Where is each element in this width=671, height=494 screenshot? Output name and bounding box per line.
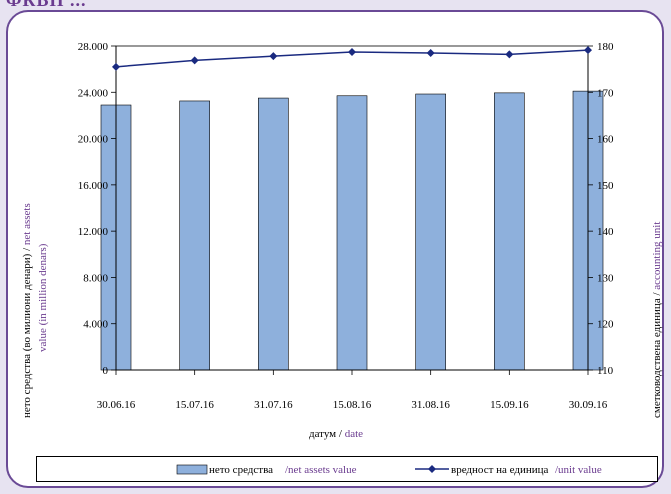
y-right-tick-label-0: 110 bbox=[597, 365, 614, 377]
y-left-tick-label-2: 8.000 bbox=[83, 272, 108, 284]
unit-value-point-3 bbox=[348, 48, 356, 57]
y-right-title-en: accounting unit bbox=[651, 222, 663, 290]
header-text: ФКВП ... bbox=[6, 0, 87, 10]
x-tick-label-6: 30.09.16 bbox=[569, 399, 608, 411]
y-right-tick-label-5: 160 bbox=[597, 134, 614, 146]
bars-layer bbox=[100, 90, 604, 371]
legend-bar-swatch bbox=[176, 464, 208, 475]
legend-line-label-mk: вредност на единица bbox=[451, 464, 549, 476]
y-right-tick-label-1: 120 bbox=[597, 319, 614, 331]
x-tick-label-5: 15.09.16 bbox=[490, 399, 529, 411]
x-axis-title-en: date bbox=[345, 428, 363, 440]
unit-value-point-0 bbox=[112, 62, 120, 71]
legend-line-marker bbox=[428, 465, 436, 473]
x-tick-label-1: 15.07.16 bbox=[175, 399, 214, 411]
legend-line-label-en: /unit value bbox=[555, 464, 602, 476]
unit-value-point-2 bbox=[269, 52, 278, 61]
y-left-title-2: value (in million denars) bbox=[37, 243, 49, 352]
x-axis-title-mk: датум / bbox=[309, 428, 343, 440]
unit-value-point-5 bbox=[505, 50, 514, 59]
y-left-title-1: нето средства (во милиони денари) / net … bbox=[21, 203, 33, 418]
y-right-tick-label-3: 140 bbox=[597, 226, 614, 238]
y-right-title-mk: сметководствена единица / bbox=[651, 292, 663, 418]
y-left-title-en-1: net assets bbox=[21, 203, 33, 245]
ticks-layer: 0 4.000 8.000 12.000 16.000 20.000 24.000 28.00… bbox=[78, 41, 614, 411]
unit-value-point-6 bbox=[584, 46, 592, 55]
x-axis-title: датум / date bbox=[309, 428, 363, 440]
bar-3 bbox=[336, 95, 368, 371]
legend-bar-label-en: /net assets value bbox=[285, 464, 357, 476]
bar-4 bbox=[415, 93, 446, 371]
y-left-tick-label-6: 24.000 bbox=[78, 87, 109, 99]
legend: нето средства /net assets value вредност… bbox=[36, 456, 658, 482]
y-left-tick-label-4: 16.000 bbox=[78, 180, 109, 192]
y-left-tick-label-0: 0 bbox=[103, 365, 109, 377]
y-right-tick-label-2: 130 bbox=[597, 272, 614, 284]
y-left-tick-label-1: 4.000 bbox=[83, 319, 108, 331]
x-tick-label-0: 30.06.16 bbox=[97, 399, 136, 411]
x-tick-label-4: 31.08.16 bbox=[411, 399, 450, 411]
y-left-tick-label-5: 20.000 bbox=[78, 134, 109, 146]
y-right-tick-label-4: 150 bbox=[597, 180, 614, 192]
x-tick-label-2: 31.07.16 bbox=[254, 399, 293, 411]
bar-1 bbox=[179, 100, 210, 371]
bar-2 bbox=[258, 97, 289, 371]
y-left-title-mk: нето средства (во милиони денари) / bbox=[21, 247, 33, 418]
y-left-tick-label-3: 12.000 bbox=[78, 226, 109, 238]
x-tick-label-3: 15.08.16 bbox=[333, 399, 372, 411]
y-right-tick-label-7: 180 bbox=[597, 41, 614, 53]
line-layer bbox=[112, 46, 592, 71]
y-right-title: сметководствена единица / accounting uni… bbox=[651, 222, 663, 418]
y-left-title-en-2: value (in million denars) bbox=[37, 243, 49, 352]
unit-value-point-1 bbox=[190, 56, 199, 65]
legend-bar-label-mk: нето средства bbox=[209, 464, 273, 476]
y-right-tick-label-6: 170 bbox=[597, 87, 614, 99]
y-left-tick-label-7: 28.000 bbox=[78, 41, 109, 53]
bar-5 bbox=[494, 92, 525, 371]
unit-value-point-4 bbox=[426, 48, 435, 57]
